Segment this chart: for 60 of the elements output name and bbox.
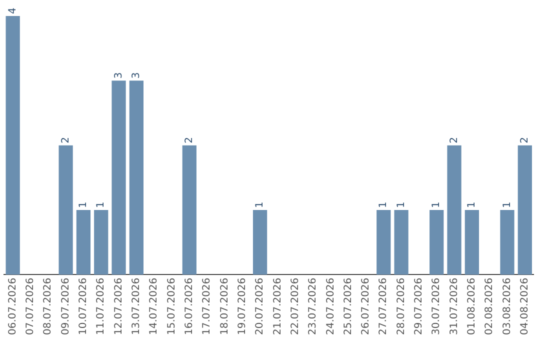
bar: [518, 145, 532, 275]
bar: [6, 16, 20, 275]
x-tick-label: 25.07.2026: [342, 278, 354, 336]
x-tick-label: 19.07.2026: [236, 278, 248, 336]
x-tick-label: 27.07.2026: [378, 278, 390, 336]
x-tick-label: 30.07.2026: [431, 278, 442, 336]
bar: [58, 145, 73, 275]
x-tick-label: 28.07.2026: [396, 278, 407, 336]
x-tick-label: 03.08.2026: [502, 278, 513, 336]
bar: [376, 210, 391, 275]
bar: [252, 210, 268, 275]
x-tick-label: 11.07.2026: [96, 278, 107, 336]
x-tick-label: 29.07.2026: [414, 278, 425, 336]
data-label: 2: [519, 136, 530, 144]
bar: [500, 210, 514, 275]
x-tick-label: 08.07.2026: [42, 278, 54, 336]
data-label: 2: [448, 136, 460, 144]
bar: [430, 210, 444, 275]
x-tick-label: 20.07.2026: [254, 278, 266, 336]
bar: [112, 80, 126, 275]
x-tick-label: 16.07.2026: [184, 278, 195, 336]
data-label: 4: [7, 8, 18, 14]
x-tick-label: 02.08.2026: [484, 278, 496, 336]
data-label: 1: [78, 202, 90, 208]
data-label: 1: [254, 202, 266, 208]
x-tick-label: 18.07.2026: [219, 278, 230, 336]
x-tick-label: 13.07.2026: [131, 278, 142, 336]
x-tick-label: 22.07.2026: [290, 278, 301, 336]
data-label: 1: [502, 202, 513, 208]
x-tick-label: 07.07.2026: [25, 278, 36, 336]
bar: [76, 210, 91, 275]
x-tick-label: 21.07.2026: [272, 278, 284, 336]
x-tick-label: 04.08.2026: [519, 278, 530, 336]
x-tick-label: 17.07.2026: [202, 278, 213, 336]
x-tick-label: 23.07.2026: [308, 278, 319, 336]
bar: [447, 145, 462, 275]
data-label: 2: [60, 136, 72, 144]
bar: [464, 210, 479, 275]
bar: [94, 210, 108, 275]
x-tick-label: 01.08.2026: [466, 278, 478, 336]
data-label: 2: [184, 136, 195, 144]
x-tick-label: 24.07.2026: [325, 278, 336, 336]
x-tick-label: 10.07.2026: [78, 278, 90, 336]
data-label: 1: [396, 202, 407, 208]
x-tick-label: 06.07.2026: [7, 278, 18, 336]
x-tick-label: 15.07.2026: [166, 278, 178, 336]
bar: [182, 145, 196, 275]
bar: [129, 80, 144, 275]
data-label: 1: [466, 202, 478, 208]
x-tick-label: 12.07.2026: [113, 278, 124, 336]
data-label: 1: [96, 202, 107, 208]
data-label: 3: [113, 72, 124, 79]
x-tick-label: 14.07.2026: [148, 278, 160, 336]
data-label: 3: [131, 72, 142, 79]
bar: [394, 210, 408, 275]
data-label: 1: [378, 202, 390, 208]
x-tick-label: 09.07.2026: [60, 278, 72, 336]
data-label: 1: [431, 202, 442, 208]
x-tick-label: 26.07.2026: [360, 278, 372, 336]
x-tick-label: 31.07.2026: [448, 278, 460, 336]
